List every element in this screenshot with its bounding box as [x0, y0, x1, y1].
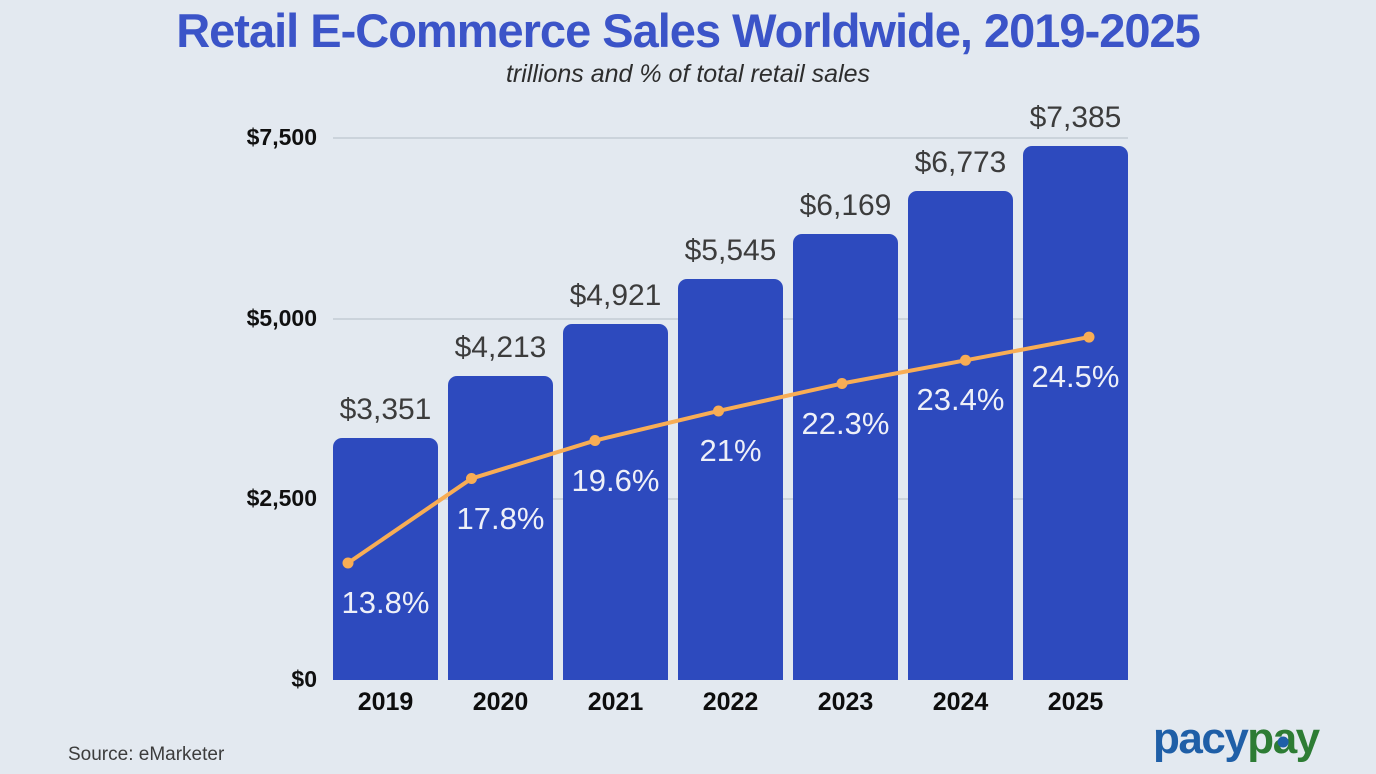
pacypay-logo: pacypay [1153, 714, 1320, 764]
bar-value-label-2023: $6,169 [799, 189, 892, 223]
logo-text-green-a: a [1273, 714, 1297, 764]
x-axis-tick-label-2019: 2019 [357, 688, 414, 716]
x-axis-tick-label-2025: 2025 [1047, 688, 1104, 716]
logo-text-green-y: y [1295, 714, 1320, 763]
y-axis-tick-label: $7,500 [246, 124, 317, 150]
bar-2019 [333, 437, 438, 680]
x-axis-tick-label-2021: 2021 [587, 688, 644, 716]
x-axis-tick-label-2023: 2023 [817, 688, 874, 716]
percent-label-2021: 19.6% [571, 462, 660, 498]
chart-subtitle: trillions and % of total retail sales [505, 60, 871, 88]
x-axis-tick-label-2024: 2024 [932, 688, 989, 716]
percent-label-2020: 17.8% [456, 500, 545, 536]
bar-value-label-2019: $3,351 [339, 392, 432, 426]
bar-value-label-2020: $4,213 [454, 330, 547, 364]
logo-text-green-p: p [1247, 714, 1274, 763]
gridline [333, 137, 1128, 139]
x-axis-tick-label-2022: 2022 [702, 688, 759, 716]
chart-title: Retail E-Commerce Sales Worldwide, 2019-… [176, 4, 1201, 57]
percent-label-2022: 21% [699, 432, 762, 468]
y-axis-tick-label: $2,500 [246, 485, 317, 512]
percent-label-2024: 23.4% [916, 382, 1005, 418]
logo-text-blue: pacy [1153, 714, 1249, 763]
bar-value-label-2024: $6,773 [914, 145, 1007, 179]
percent-label-2019: 13.8% [341, 585, 430, 620]
bar-value-label-2025: $7,385 [1029, 101, 1122, 135]
bar-value-label-2022: $5,545 [684, 234, 777, 268]
y-axis-tick-label: $0 [291, 666, 317, 692]
logo-a-dot-icon [1277, 736, 1289, 748]
percent-label-2025: 24.5% [1031, 359, 1120, 395]
percent-label-2023: 22.3% [801, 405, 890, 441]
y-axis-tick-label: $5,000 [246, 304, 317, 331]
x-axis-tick-label-2020: 2020 [472, 688, 529, 716]
source-note: Source: eMarketer [68, 744, 225, 765]
bar-value-label-2021: $4,921 [569, 279, 662, 313]
